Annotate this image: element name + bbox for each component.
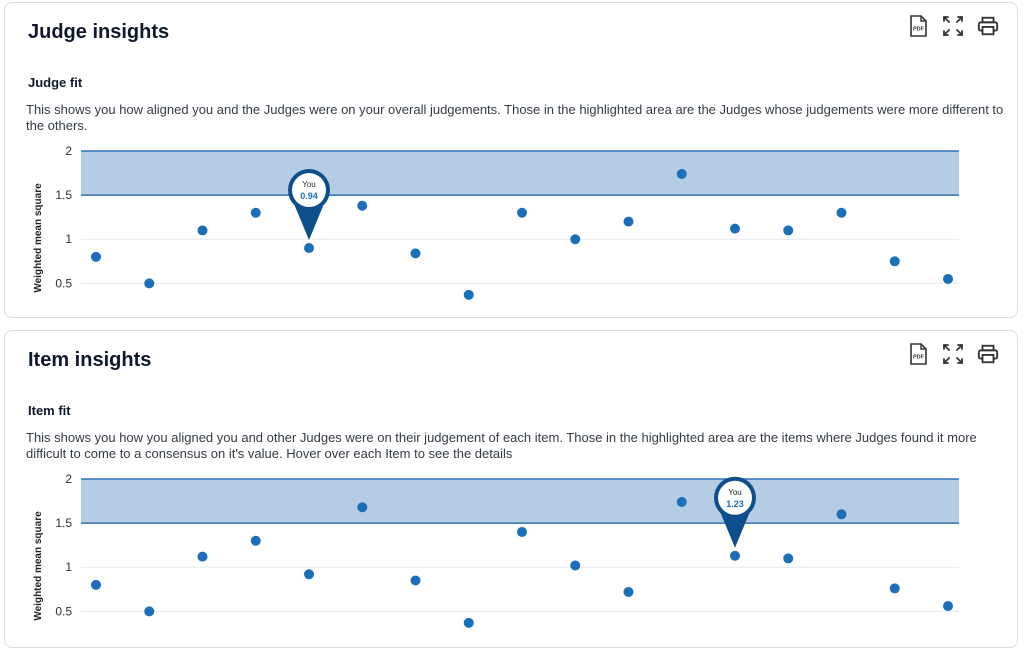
print-icon[interactable]	[977, 15, 999, 37]
judge-insights-card: Judge insights PDF Judge fit This shows …	[4, 2, 1018, 318]
data-point[interactable]	[250, 535, 261, 546]
data-point[interactable]	[783, 225, 794, 236]
data-point[interactable]	[570, 234, 581, 245]
data-point[interactable]	[250, 207, 261, 218]
section-title: Item fit	[28, 403, 71, 418]
data-point[interactable]	[144, 278, 155, 289]
you-marker-face	[718, 480, 752, 515]
highlight-band	[81, 479, 959, 524]
fullscreen-icon[interactable]	[942, 15, 964, 37]
pdf-icon[interactable]: PDF	[907, 343, 929, 365]
section-title: Judge fit	[28, 75, 83, 90]
data-point[interactable]	[304, 569, 314, 580]
data-point[interactable]	[570, 560, 581, 571]
y-tick-label: 1	[65, 560, 72, 574]
data-point[interactable]	[517, 526, 527, 537]
y-axis-label: Weighted mean square	[33, 183, 44, 293]
y-tick-label: 0.5	[55, 276, 72, 290]
data-point[interactable]	[836, 207, 847, 218]
you-marker-face	[292, 173, 326, 208]
item-fit-chart: 0.5 1 1.5 2 Weighted mean square You 1.23	[33, 472, 959, 628]
data-point[interactable]	[463, 617, 474, 628]
pdf-icon-label: PDF	[913, 355, 925, 361]
card-toolbar: PDF	[907, 15, 999, 37]
data-point[interactable]	[623, 216, 634, 227]
you-marker: You 1.23	[714, 476, 756, 548]
you-marker-value: 1.23	[726, 499, 744, 509]
item-insights-card: Item insights PDF Item fit This shows yo…	[4, 330, 1018, 648]
pdf-icon[interactable]: PDF	[907, 15, 929, 37]
card-title: Item insights	[28, 349, 152, 371]
you-marker-value: 0.94	[300, 191, 318, 201]
data-point[interactable]	[304, 243, 314, 254]
pdf-icon-label: PDF	[913, 27, 925, 33]
data-point[interactable]	[730, 223, 740, 234]
data-point[interactable]	[623, 586, 634, 597]
data-point[interactable]	[783, 553, 794, 564]
section-description: This shows you how aligned you and the J…	[26, 102, 1004, 133]
data-point[interactable]	[730, 550, 740, 561]
data-point[interactable]	[410, 248, 421, 259]
you-marker-label: You	[728, 488, 742, 497]
data-point[interactable]	[836, 509, 847, 520]
data-point[interactable]	[410, 575, 421, 586]
y-tick-label: 0.5	[55, 604, 72, 618]
data-point[interactable]	[91, 251, 101, 262]
data-point[interactable]	[197, 225, 208, 236]
section-description: This shows you how you aligned you and o…	[26, 430, 977, 461]
data-point[interactable]	[357, 200, 368, 211]
you-marker-tail	[718, 506, 752, 548]
data-point[interactable]	[91, 579, 101, 590]
judge-fit-chart: 0.5 1 1.5 2 Weighted mean square You 0.94	[33, 144, 959, 300]
data-point[interactable]	[676, 496, 687, 507]
y-tick-label: 1.5	[55, 188, 72, 202]
data-point[interactable]	[197, 551, 208, 562]
data-point[interactable]	[357, 502, 368, 513]
y-axis-label: Weighted mean square	[33, 511, 44, 621]
data-point[interactable]	[889, 583, 900, 594]
you-marker: You 0.94	[288, 169, 330, 241]
card-title: Judge insights	[28, 21, 170, 43]
y-tick-label: 1.5	[55, 516, 72, 530]
y-tick-label: 2	[65, 144, 72, 158]
you-marker-label: You	[302, 180, 316, 189]
print-icon[interactable]	[977, 343, 999, 365]
y-tick-label: 2	[65, 472, 72, 486]
you-marker-tail	[292, 199, 326, 241]
data-point[interactable]	[676, 168, 687, 179]
highlight-band	[81, 151, 959, 196]
fullscreen-icon[interactable]	[942, 343, 964, 365]
data-point[interactable]	[943, 273, 953, 284]
card-toolbar: PDF	[907, 343, 999, 365]
data-point[interactable]	[517, 207, 527, 218]
data-point[interactable]	[889, 256, 900, 267]
data-point[interactable]	[943, 601, 953, 612]
y-tick-label: 1	[65, 232, 72, 246]
data-point[interactable]	[463, 289, 474, 300]
data-point[interactable]	[144, 606, 155, 617]
